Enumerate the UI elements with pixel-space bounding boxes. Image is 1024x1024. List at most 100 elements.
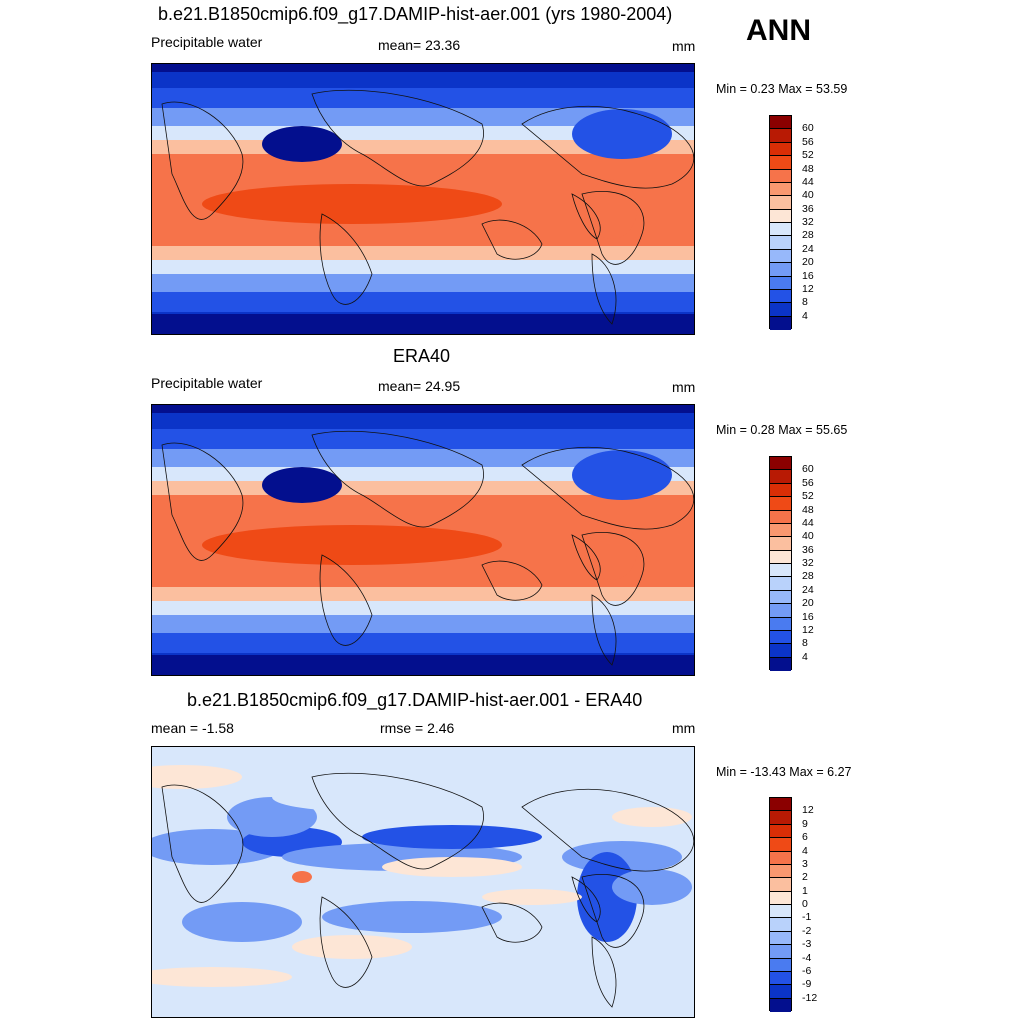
colorbar-swatch [770, 604, 791, 618]
panel2-mean-label: mean= 24.95 [378, 378, 461, 394]
panel2-map [151, 404, 695, 676]
colorbar-tick-label: 12 [802, 282, 814, 295]
colorbar-swatch [770, 497, 791, 511]
colorbar-tick-label: 36 [802, 543, 814, 556]
colorbar-swatch [770, 263, 791, 277]
colorbar-swatch [770, 811, 791, 825]
colorbar-tick-label: 56 [802, 135, 814, 148]
colorbar-tick-label: 48 [802, 162, 814, 175]
panel3-title: b.e21.B1850cmip6.f09_g17.DAMIP-hist-aer.… [187, 690, 643, 710]
colorbar-swatch [770, 617, 791, 631]
colorbar-swatch [770, 316, 791, 330]
colorbar-swatch [770, 276, 791, 290]
season-label: ANN [746, 14, 811, 47]
colorbar-tick-label: 24 [802, 583, 814, 596]
colorbar-tick-label: 4 [802, 650, 808, 663]
colorbar-swatch [770, 523, 791, 538]
colorbar-tick-label: 4 [802, 309, 808, 322]
coastlines [161, 430, 694, 666]
colorbar-swatch [770, 824, 791, 839]
colorbar-swatch [770, 249, 791, 264]
colorbar-swatch [770, 985, 791, 999]
colorbar-swatch [770, 564, 791, 578]
panel2-title: ERA40 [393, 346, 451, 366]
coastlines [161, 772, 694, 1008]
colorbar-swatch [770, 864, 791, 879]
colorbar-swatch [770, 577, 791, 591]
colorbar-tick-label: 60 [802, 122, 814, 135]
colorbar-swatch [770, 630, 791, 645]
colorbar-swatch [770, 289, 791, 304]
colorbar-swatch [770, 142, 791, 157]
panel1-map [151, 63, 695, 335]
colorbar-tick-label: 8 [802, 637, 808, 650]
panel1-colorbar [769, 115, 792, 330]
panel3-mean-label: mean = -1.58 [151, 720, 234, 736]
colorbar-tick-label: -2 [802, 924, 812, 937]
colorbar-tick-label: 28 [802, 570, 814, 583]
panel1-minmax: Min = 0.23 Max = 53.59 [716, 82, 848, 96]
colorbar-swatch [770, 116, 791, 130]
colorbar-tick-label: -12 [802, 991, 818, 1004]
colorbar-swatch [770, 182, 791, 197]
panel3-units-label: mm [672, 720, 696, 736]
colorbar-swatch [770, 590, 791, 605]
colorbar-tick-label: 20 [802, 597, 814, 610]
panel3-map [151, 746, 695, 1018]
colorbar-swatch [770, 838, 791, 852]
colorbar-tick-label: 48 [802, 503, 814, 516]
colorbar-tick-label: 36 [802, 202, 814, 215]
colorbar-tick-label: 16 [802, 610, 814, 623]
colorbar-tick-label: 44 [802, 516, 814, 529]
panel3-colorbar [769, 797, 792, 1012]
colorbar-swatch [770, 798, 791, 812]
colorbar-tick-label: 16 [802, 269, 814, 282]
panel2-variable-label: Precipitable water [151, 375, 263, 391]
colorbar-swatch [770, 945, 791, 959]
colorbar-swatch [770, 156, 791, 170]
colorbar-swatch [770, 644, 791, 658]
panel1-mean-label: mean= 23.36 [378, 37, 461, 53]
map-field [152, 405, 694, 675]
colorbar-tick-label: 28 [802, 229, 814, 242]
map-field [152, 747, 694, 1017]
colorbar-tick-label: 4 [802, 844, 808, 857]
colorbar-swatch [770, 236, 791, 250]
colorbar-swatch [770, 918, 791, 932]
colorbar-swatch [770, 971, 791, 986]
panel1-title: b.e21.B1850cmip6.f09_g17.DAMIP-hist-aer.… [158, 4, 673, 24]
colorbar-tick-label: 9 [802, 817, 808, 830]
colorbar-tick-label: 32 [802, 216, 814, 228]
colorbar-tick-label: 6 [802, 831, 808, 844]
colorbar-swatch [770, 457, 791, 471]
colorbar-swatch [770, 550, 791, 564]
colorbar-tick-label: 40 [802, 530, 814, 543]
colorbar-tick-label: -4 [802, 951, 812, 964]
colorbar-swatch [770, 209, 791, 223]
colorbar-tick-label: 8 [802, 296, 808, 309]
colorbar-tick-label: 3 [802, 857, 808, 870]
panel2-colorbar [769, 456, 792, 671]
panel1-units-label: mm [672, 38, 696, 54]
panel2-minmax: Min = 0.28 Max = 55.65 [716, 423, 848, 437]
colorbar-tick-label: -1 [802, 911, 812, 924]
colorbar-swatch [770, 878, 791, 892]
colorbar-tick-label: 12 [802, 623, 814, 636]
colorbar-swatch [770, 931, 791, 946]
colorbar-swatch [770, 169, 791, 183]
colorbar-swatch [770, 998, 791, 1012]
colorbar-swatch [770, 851, 791, 865]
colorbar-swatch [770, 905, 791, 919]
colorbar-tick-label: 2 [802, 871, 808, 884]
panel2-units-label: mm [672, 379, 696, 395]
colorbar-swatch [770, 958, 791, 972]
colorbar-tick-label: 1 [802, 884, 808, 897]
colorbar-tick-label: 56 [802, 476, 814, 489]
coastlines [161, 89, 694, 325]
colorbar-swatch [770, 196, 791, 210]
colorbar-swatch [770, 470, 791, 484]
colorbar-tick-label: -6 [802, 964, 812, 977]
colorbar-swatch [770, 891, 791, 905]
colorbar-swatch [770, 657, 791, 671]
colorbar-tick-label: 24 [802, 242, 814, 255]
